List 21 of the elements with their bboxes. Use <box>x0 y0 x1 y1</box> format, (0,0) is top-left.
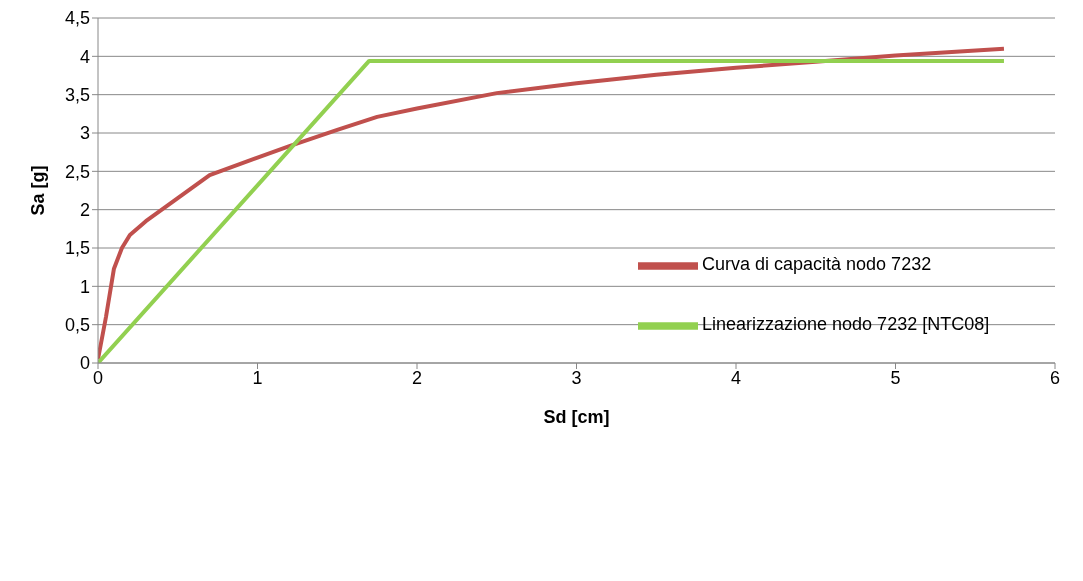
y-tick-label: 2,5 <box>64 161 90 182</box>
x-tick-label: 3 <box>571 367 582 388</box>
y-tick-label: 4,5 <box>64 8 90 29</box>
y-tick-label: 4 <box>79 46 90 67</box>
x-tick-label: 5 <box>890 367 901 388</box>
y-tick-label: 1,5 <box>64 238 90 259</box>
y-axis-title: Sa [g] <box>28 165 49 216</box>
y-tick-label: 1 <box>79 276 90 297</box>
x-tick-label: 4 <box>730 367 742 388</box>
y-tick-label: 0,5 <box>64 315 90 336</box>
x-tick-label: 2 <box>411 367 423 388</box>
x-tick-label: 6 <box>1049 367 1061 388</box>
y-tick-label: 3 <box>79 123 90 144</box>
y-tick-label: 3,5 <box>64 85 90 106</box>
y-tick-label: 2 <box>79 200 90 221</box>
legend-label: Linearizzazione nodo 7232 [NTC08] <box>702 314 990 335</box>
legend-label: Curva di capacità nodo 7232 <box>702 254 932 275</box>
y-tick-label: 0 <box>79 353 90 374</box>
x-axis-title: Sd [cm] <box>543 407 610 427</box>
x-tick-label: 0 <box>92 367 104 388</box>
x-tick-label: 1 <box>252 367 263 388</box>
